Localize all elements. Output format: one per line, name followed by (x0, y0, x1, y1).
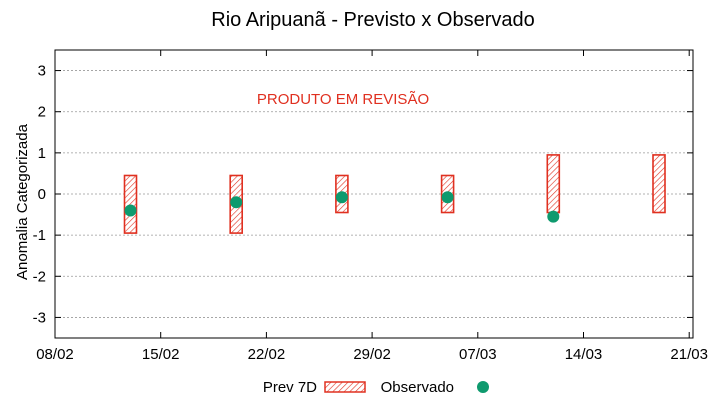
y-tick-label: 2 (38, 104, 46, 121)
x-tick-label: 29/02 (353, 346, 391, 363)
observado-point (230, 196, 243, 209)
x-tick-label: 21/03 (670, 346, 708, 363)
legend-label-observado: Observado (381, 379, 454, 396)
x-tick-label: 15/02 (142, 346, 180, 363)
x-tick-label: 22/02 (248, 346, 286, 363)
x-tick-label: 14/03 (565, 346, 603, 363)
y-tick-label: 1 (38, 145, 46, 162)
legend-label-prev: Prev 7D (263, 379, 317, 396)
x-tick-label: 08/02 (36, 346, 74, 363)
annotation: PRODUTO EM REVISÃO (257, 91, 429, 108)
prev-range-bar (652, 154, 666, 214)
observado-point (335, 191, 348, 204)
observado-point (124, 204, 137, 217)
legend-swatch-prev (324, 381, 366, 393)
prev-range-bar (123, 174, 138, 234)
legend: Prev 7D Observado (263, 379, 489, 396)
x-axis: 08/02 15/02 22/02 29/02 07/03 14/03 21/03 (36, 50, 708, 363)
y-tick-label: -2 (33, 268, 46, 285)
x-tick-label: 07/03 (459, 346, 497, 363)
y-tick-label: -1 (33, 227, 46, 244)
y-tick-label: 0 (38, 186, 46, 203)
chart-title: Rio Aripuanã - Previsto x Observado (211, 9, 535, 31)
y-tick-label: -3 (33, 309, 46, 326)
y-axis: -3 -2 -1 0 1 2 3 (33, 63, 693, 326)
observado-series (124, 191, 560, 223)
observado-point (547, 210, 560, 223)
prev-range-bar (546, 154, 561, 214)
y-tick-label: 3 (38, 63, 46, 80)
y-axis-label: Anomalia Categorizada (14, 123, 31, 280)
legend-marker-observado (477, 381, 489, 393)
observado-point (441, 191, 454, 204)
